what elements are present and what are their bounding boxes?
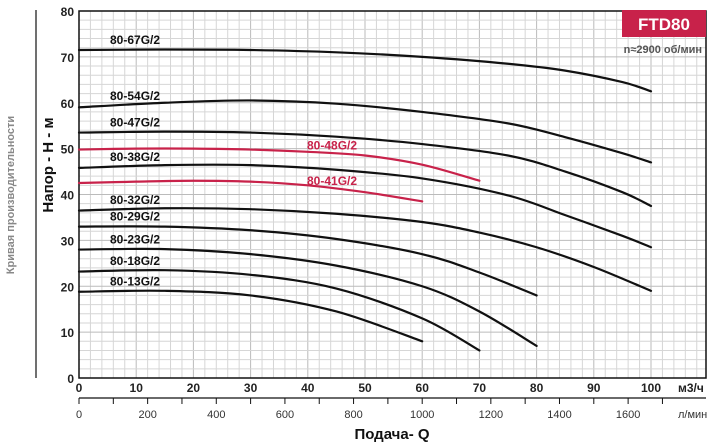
curve-label-80-67g-2: 80-67G/2 [110,33,160,47]
x-tick-label: 100 [641,381,661,395]
model-title: FTD80 [638,15,690,34]
y-axis-label: Напор - H - м [40,117,57,212]
curve-label-80-47g-2: 80-47G/2 [110,115,160,129]
speed-label: n≈2900 об/мин [624,44,702,56]
plot-frame [78,10,707,379]
curve-80-29g-2 [77,225,538,297]
x2-tick-label: 200 [138,409,156,421]
x-axis-label: Подача- Q [354,426,429,443]
x-tick-label: 20 [187,381,201,395]
x2-tick-label: 800 [344,409,362,421]
model-badge [622,10,706,37]
x2-tick-label: 1400 [547,409,571,421]
curve-label-80-23g-2: 80-23G/2 [110,232,160,246]
x2-tick-label: 600 [276,409,294,421]
curve-80-54g-2 [77,99,653,164]
curve-label-80-54g-2: 80-54G/2 [110,89,160,103]
curve-label-80-18g-2: 80-18G/2 [110,254,160,268]
x2-tick-label: 400 [207,409,225,421]
x2-unit-label: л/мин [678,409,707,421]
curve-80-67g-2 [77,48,653,93]
curve-label-80-29g-2: 80-29G/2 [110,210,160,224]
x2-tick-label: 1000 [410,409,434,421]
y-tick-label: 0 [67,372,74,386]
curve-80-18g-2 [77,268,481,352]
x-tick-label: 0 [76,381,83,395]
y-tick-label: 30 [61,234,75,248]
x-tick-label: 40 [301,381,315,395]
x-tick-label: 70 [473,381,487,395]
curve-80-41g-2 [77,179,424,203]
x-tick-label: 60 [416,381,430,395]
y-tick-label: 50 [61,143,75,157]
grid [79,11,706,378]
y-tick-label: 20 [61,280,75,294]
y-tick-label: 10 [61,326,75,340]
y-tick-label: 80 [61,5,75,19]
curve-label-80-32g-2: 80-32G/2 [110,193,160,207]
side-label: Кривая производительности [5,116,17,274]
x-unit-label: м3/ч [678,381,704,395]
x-tick-label: 80 [530,381,544,395]
curve-label-80-48g-2: 80-48G/2 [307,139,357,153]
x-tick-label: 90 [587,381,601,395]
x-tick-label: 30 [244,381,258,395]
x-tick-label: 50 [358,381,372,395]
curve-80-13g-2 [77,289,424,343]
y-tick-label: 40 [61,189,75,203]
x2-tick-label: 1200 [479,409,503,421]
curve-80-38g-2 [77,163,653,249]
curve-80-32g-2 [77,207,653,292]
x2-tick-label: 1600 [616,409,640,421]
x-tick-label: 10 [130,381,144,395]
y-tick-label: 60 [61,97,75,111]
curve-label-80-41g-2: 80-41G/2 [307,174,357,188]
y-tick-label: 70 [61,51,75,65]
curve-label-80-38g-2: 80-38G/2 [110,150,160,164]
curve-80-23g-2 [77,247,538,347]
curve-80-48g-2 [77,147,481,182]
x2-tick-label: 0 [76,409,82,421]
curve-label-80-13g-2: 80-13G/2 [110,274,160,288]
curve-80-47g-2 [77,130,653,208]
